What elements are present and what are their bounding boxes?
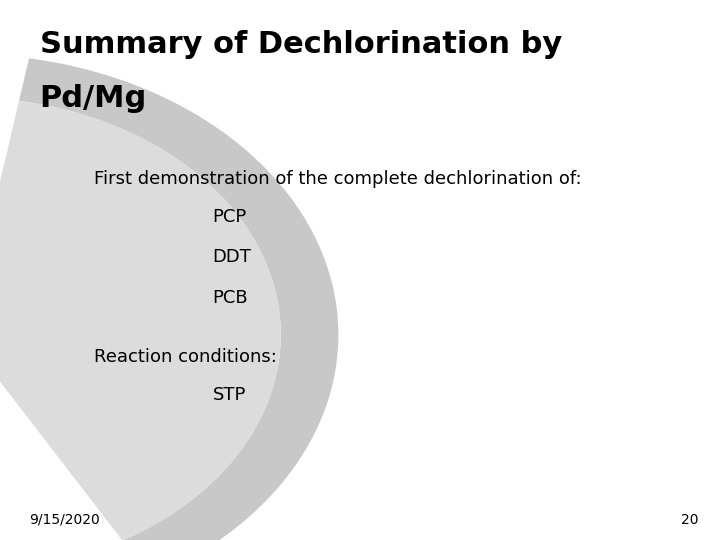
Text: PCB: PCB bbox=[212, 289, 248, 307]
Text: 20: 20 bbox=[681, 512, 698, 526]
Text: PCP: PCP bbox=[212, 208, 247, 226]
Text: Reaction conditions:: Reaction conditions: bbox=[94, 348, 276, 366]
Text: Summary of Dechlorination by: Summary of Dechlorination by bbox=[40, 30, 562, 59]
Text: Pd/Mg: Pd/Mg bbox=[40, 84, 147, 113]
Text: First demonstration of the complete dechlorination of:: First demonstration of the complete dech… bbox=[94, 170, 581, 188]
Wedge shape bbox=[0, 101, 281, 540]
Text: 9/15/2020: 9/15/2020 bbox=[29, 512, 99, 526]
Text: STP: STP bbox=[212, 386, 246, 404]
Wedge shape bbox=[19, 58, 338, 540]
Text: DDT: DDT bbox=[212, 248, 251, 266]
